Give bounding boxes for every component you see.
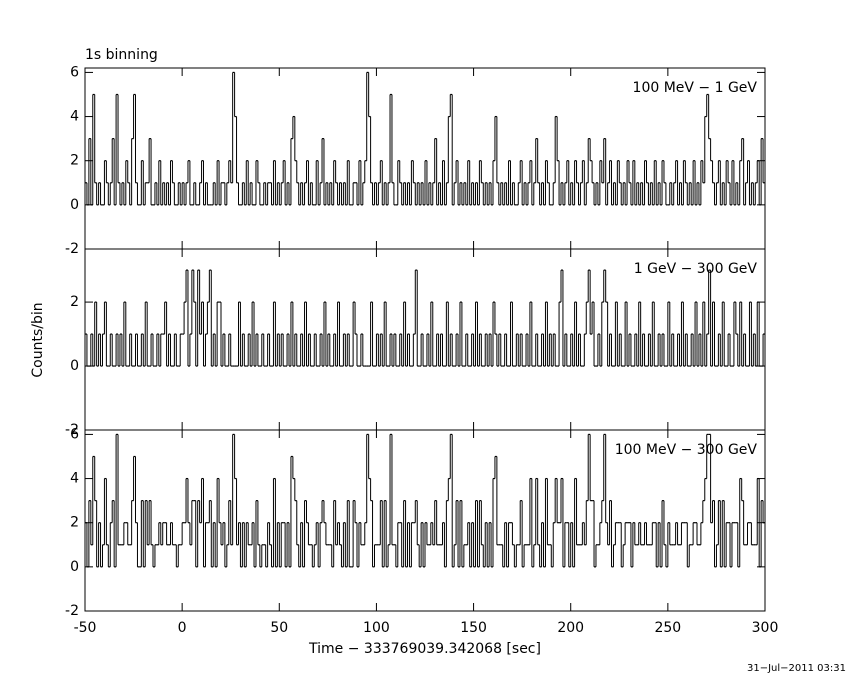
panel-label: 100 MeV − 300 GeV [615, 442, 758, 458]
y-tick-label: 4 [70, 109, 79, 125]
y-tick-label: 2 [70, 153, 79, 169]
x-tick-label: 100 [363, 620, 390, 636]
panel-label: 1 GeV − 300 GeV [634, 261, 758, 277]
panel-label: 100 MeV − 1 GeV [633, 80, 758, 96]
x-tick-label: 200 [557, 620, 584, 636]
x-tick-label: 250 [654, 620, 681, 636]
chart-title: 1s binning [85, 47, 158, 63]
x-tick-label: 50 [270, 620, 288, 636]
x-tick-label: -50 [74, 620, 97, 636]
panel-frame [84, 429, 766, 612]
y-tick-label: 0 [70, 358, 79, 374]
timestamp: 31−Jul−2011 03:31 [747, 663, 846, 674]
y-tick-label: -2 [65, 422, 79, 438]
x-tick-label: 150 [460, 620, 487, 636]
x-axis-label: Time − 333769039.342068 [sec] [308, 641, 541, 657]
y-tick-label: 2 [70, 294, 79, 310]
y-tick-label: 6 [70, 64, 79, 80]
x-tick-label: 0 [178, 620, 187, 636]
x-tick-label: 300 [752, 620, 779, 636]
y-tick-label: -2 [65, 603, 79, 619]
y-tick-label: 2 [70, 515, 79, 531]
y-tick-label: 0 [70, 559, 79, 575]
y-tick-label: 6 [70, 426, 79, 442]
y-tick-label: 4 [70, 471, 79, 487]
y-tick-label: 0 [70, 197, 79, 213]
y-tick-label: -2 [65, 241, 79, 257]
y-axis-label: Counts/bin [30, 302, 46, 377]
